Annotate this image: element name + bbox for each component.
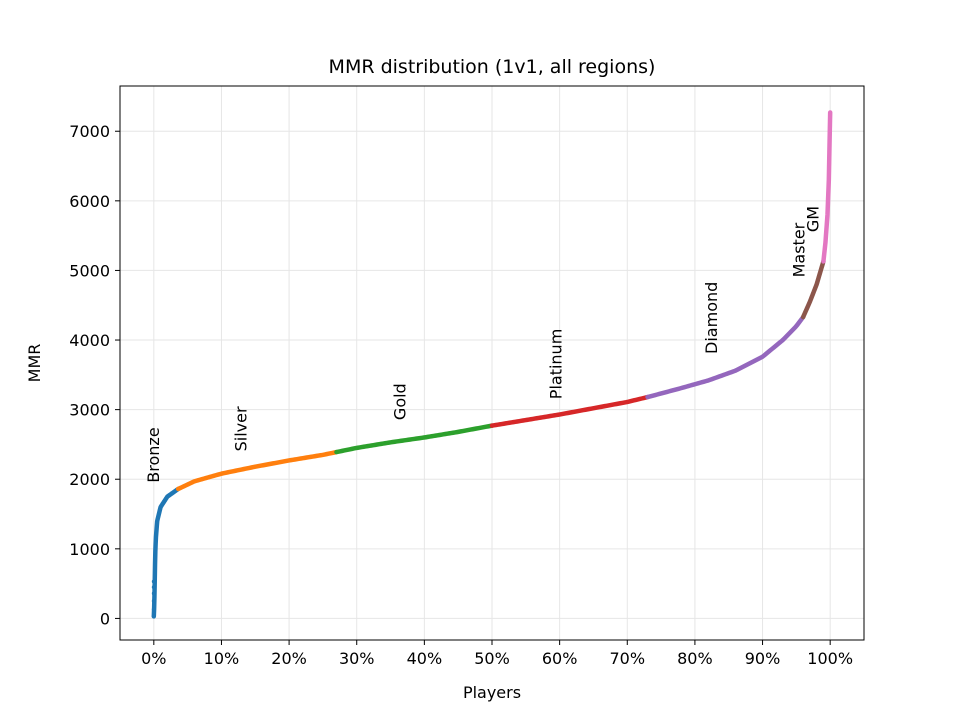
x-tick-label: 0% [141, 649, 166, 668]
series-diamond-line [645, 314, 806, 400]
tier-label-silver: Silver [232, 406, 251, 451]
tier-label-master: Master [790, 222, 809, 277]
tier-label-diamond: Diamond [702, 282, 721, 354]
bronze-outlier-point [151, 599, 156, 604]
x-axis-label: Players [463, 683, 521, 702]
x-tick-label: 70% [609, 649, 645, 668]
tier-label-platinum: Platinum [546, 329, 565, 399]
x-tick-label: 80% [677, 649, 713, 668]
bronze-outlier-point [151, 591, 156, 596]
y-tick-label: 1000 [69, 540, 110, 559]
series-gm-line [821, 110, 833, 264]
tier-label-bronze: Bronze [144, 427, 163, 482]
x-tick-label: 30% [339, 649, 375, 668]
x-axis: 0% 10% 20% 30% 40% 50% 60% 70% 80% 90% 100% [141, 640, 853, 668]
x-tick-label: 50% [474, 649, 510, 668]
x-tick-label: 100% [807, 649, 853, 668]
bronze-outlier-point [151, 614, 156, 619]
series-master-line [800, 259, 826, 320]
series-platinum-line [489, 394, 650, 428]
series-silver-line [175, 449, 339, 492]
x-tick-label: 60% [542, 649, 578, 668]
x-tick-label: 10% [204, 649, 240, 668]
bronze-outlier-point [151, 585, 156, 590]
x-tick-label: 40% [407, 649, 443, 668]
y-tick-label: 7000 [69, 122, 110, 141]
data-marks [151, 110, 833, 619]
chart-title: MMR distribution (1v1, all regions) [329, 56, 656, 78]
x-tick-label: 90% [745, 649, 781, 668]
y-tick-label: 3000 [69, 401, 110, 420]
y-axis: 0 1000 2000 3000 4000 5000 6000 7000 [69, 122, 120, 628]
y-tick-label: 6000 [69, 192, 110, 211]
y-tick-label: 4000 [69, 331, 110, 350]
series-gold-line [334, 423, 495, 455]
y-tick-label: 5000 [69, 261, 110, 280]
y-tick-label: 0 [100, 609, 110, 628]
tier-label-gm: GM [803, 206, 822, 232]
x-tick-label: 20% [271, 649, 307, 668]
bronze-outlier-point [151, 579, 156, 584]
series-bronze-line [151, 486, 181, 619]
y-axis-label: MMR [25, 344, 44, 383]
y-tick-label: 2000 [69, 470, 110, 489]
tier-label-gold: Gold [391, 383, 410, 420]
bronze-outlier-point [151, 607, 156, 612]
